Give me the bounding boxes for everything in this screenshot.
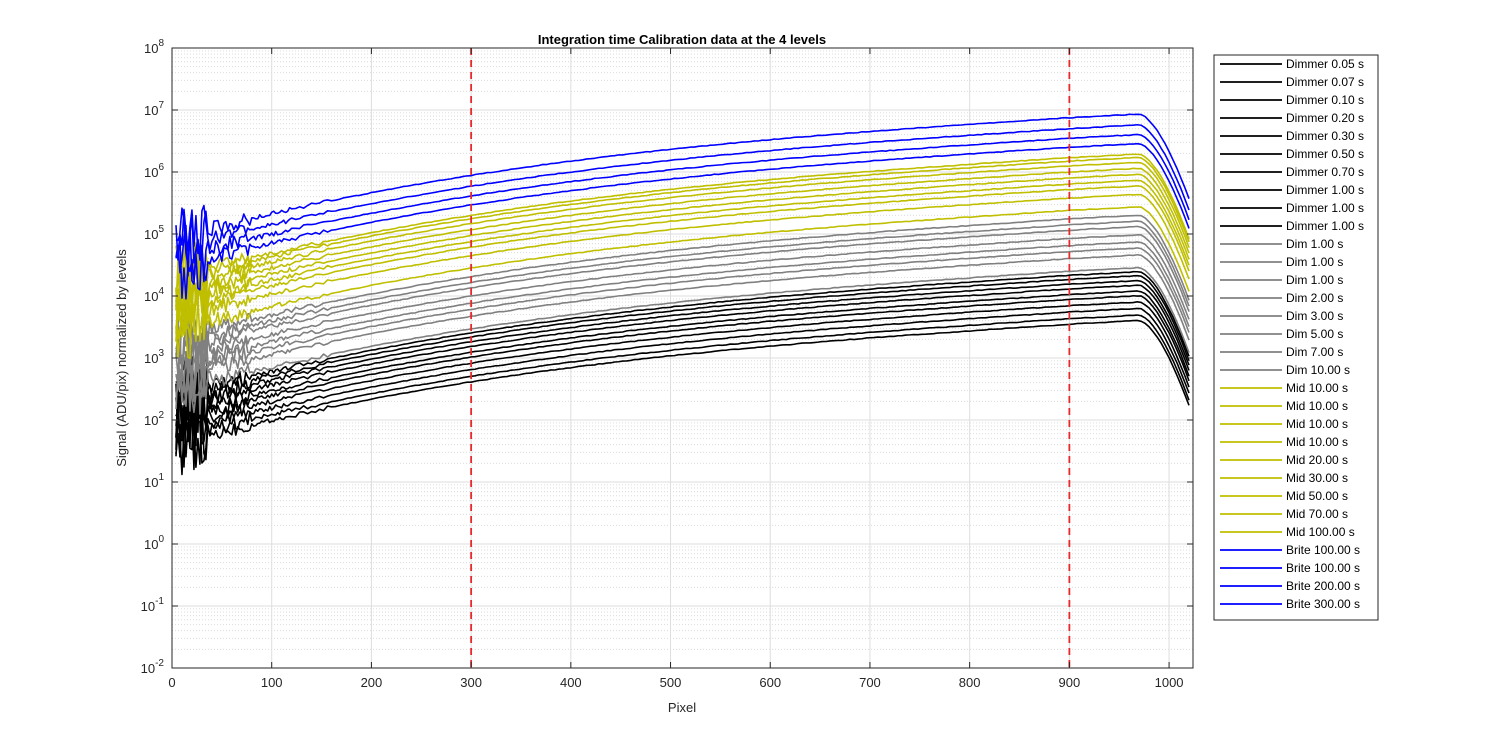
- y-tick-label: 105: [144, 224, 164, 242]
- legend-label: Dim 2.00 s: [1286, 291, 1343, 305]
- series-line-brite-100-00-s: [175, 142, 1190, 300]
- x-tick-label: 800: [959, 675, 981, 690]
- legend-label: Dimmer 0.30 s: [1286, 129, 1364, 143]
- legend-label: Dimmer 0.20 s: [1286, 111, 1364, 125]
- legend-label: Dimmer 0.70 s: [1286, 165, 1364, 179]
- x-tick-label: 100: [261, 675, 283, 690]
- series-line-dim-2-00-s: [175, 241, 1190, 400]
- chart-title: Integration time Calibration data at the…: [538, 32, 826, 47]
- series-line-dimmer-1-00-s: [175, 270, 1190, 426]
- x-tick-label: 700: [859, 675, 881, 690]
- series-line-mid-100-00-s: [175, 153, 1190, 309]
- x-tick-label: 900: [1059, 675, 1081, 690]
- legend-label: Dimmer 1.00 s: [1286, 219, 1364, 233]
- x-axis: 0 100 200 300 400 500 600 700 800 900 1000: [168, 48, 1184, 690]
- y-axis-label: Signal (ADU/pix) normalized by levels: [114, 249, 129, 467]
- series-line-dimmer-1-00-s: [175, 279, 1190, 435]
- y-tick-label: 101: [144, 472, 164, 490]
- series-layer: [175, 113, 1190, 476]
- series-line-dim-10-00-s: [175, 214, 1190, 374]
- series-line-dimmer-0-05-s: [175, 319, 1190, 469]
- legend-label: Mid 10.00 s: [1286, 399, 1348, 413]
- series-line-dimmer-0-70-s: [175, 284, 1190, 431]
- series-line-mid-10-00-s: [175, 185, 1190, 341]
- series-line-mid-10-00-s: [175, 193, 1190, 342]
- legend-label: Dim 1.00 s: [1286, 273, 1343, 287]
- legend-label: Dimmer 0.50 s: [1286, 147, 1364, 161]
- series-line-dim-5-00-s: [175, 225, 1190, 387]
- x-tick-label: 500: [660, 675, 682, 690]
- series-line-dimmer-0-07-s: [175, 314, 1190, 476]
- legend-label: Dim 3.00 s: [1286, 309, 1343, 323]
- legend-label: Dim 5.00 s: [1286, 327, 1343, 341]
- legend-label: Dim 1.00 s: [1286, 237, 1343, 251]
- series-line-dimmer-1-00-s: [175, 274, 1190, 437]
- series-line-dim-1-00-s: [175, 247, 1190, 406]
- legend-label: Mid 10.00 s: [1286, 417, 1348, 431]
- minor-grid: [172, 50, 1193, 650]
- series-line-brite-300-00-s: [175, 113, 1190, 257]
- x-tick-label: 200: [361, 675, 383, 690]
- legend-label: Dimmer 1.00 s: [1286, 201, 1364, 215]
- series-line-brite-100-00-s: [175, 133, 1190, 283]
- legend-box: [1213, 54, 1379, 621]
- y-tick-label: 103: [144, 348, 164, 366]
- series-line-mid-50-00-s: [175, 161, 1190, 322]
- x-tick-label: 600: [759, 675, 781, 690]
- x-tick-label: 400: [560, 675, 582, 690]
- series-line-mid-20-00-s: [175, 173, 1190, 334]
- legend-label: Brite 200.00 s: [1286, 579, 1360, 593]
- series-line-dimmer-0-20-s: [175, 300, 1190, 458]
- y-axis: 10-2 10-1 100 101 102 103 104 105 106 107 108: [141, 38, 1193, 676]
- legend-label: Dim 10.00 s: [1286, 363, 1350, 377]
- series-line-dimmer-0-10-s: [175, 307, 1190, 464]
- legend-label: Mid 10.00 s: [1286, 381, 1348, 395]
- legend-label: Dimmer 0.05 s: [1286, 57, 1364, 71]
- legend-label: Brite 100.00 s: [1286, 561, 1360, 575]
- series-line-dim-1-00-s: [175, 266, 1190, 415]
- series-line-mid-30-00-s: [175, 167, 1190, 328]
- series-line-mid-10-00-s: [175, 179, 1190, 336]
- legend-label: Mid 30.00 s: [1286, 471, 1348, 485]
- x-axis-label: Pixel: [668, 700, 696, 715]
- legend-label: Mid 10.00 s: [1286, 435, 1348, 449]
- series-line-dimmer-0-30-s: [175, 294, 1190, 458]
- x-tick-label: 0: [168, 675, 175, 690]
- legend-label: Brite 100.00 s: [1286, 543, 1360, 557]
- y-tick-label: 100: [144, 534, 164, 552]
- y-tick-label: 108: [144, 38, 164, 56]
- legend-label: Dim 7.00 s: [1286, 345, 1343, 359]
- series-line-mid-10-00-s: [175, 206, 1190, 360]
- legend-label: Mid 100.00 s: [1286, 525, 1355, 539]
- legend: Dimmer 0.05 s Dimmer 0.07 s Dimmer 0.10 s D…: [1213, 54, 1379, 621]
- legend-label: Mid 20.00 s: [1286, 453, 1348, 467]
- series-line-dim-3-00-s: [175, 234, 1190, 393]
- y-tick-label: 104: [144, 286, 164, 304]
- legend-label: Dimmer 0.10 s: [1286, 93, 1364, 107]
- legend-label: Dimmer 0.07 s: [1286, 75, 1364, 89]
- series-line-dim-1-00-s: [175, 253, 1190, 414]
- series-line-dim-7-00-s: [175, 220, 1190, 373]
- legend-label: Dimmer 1.00 s: [1286, 183, 1364, 197]
- legend-label: Mid 50.00 s: [1286, 489, 1348, 503]
- legend-label: Dim 1.00 s: [1286, 255, 1343, 269]
- y-tick-label: 10-1: [141, 596, 165, 614]
- series-line-brite-200-00-s: [175, 123, 1190, 281]
- y-tick-label: 102: [144, 410, 164, 428]
- x-tick-label: 300: [460, 675, 482, 690]
- y-tick-label: 10-2: [141, 658, 165, 676]
- y-tick-label: 107: [144, 100, 164, 118]
- series-line-dimmer-0-50-s: [175, 290, 1190, 448]
- legend-label: Brite 300.00 s: [1286, 597, 1360, 611]
- reference-lines: [470, 48, 1071, 668]
- y-tick-label: 106: [144, 162, 164, 180]
- x-tick-label: 1000: [1155, 675, 1184, 690]
- legend-label: Mid 70.00 s: [1286, 507, 1348, 521]
- series-line-mid-70-00-s: [175, 156, 1190, 316]
